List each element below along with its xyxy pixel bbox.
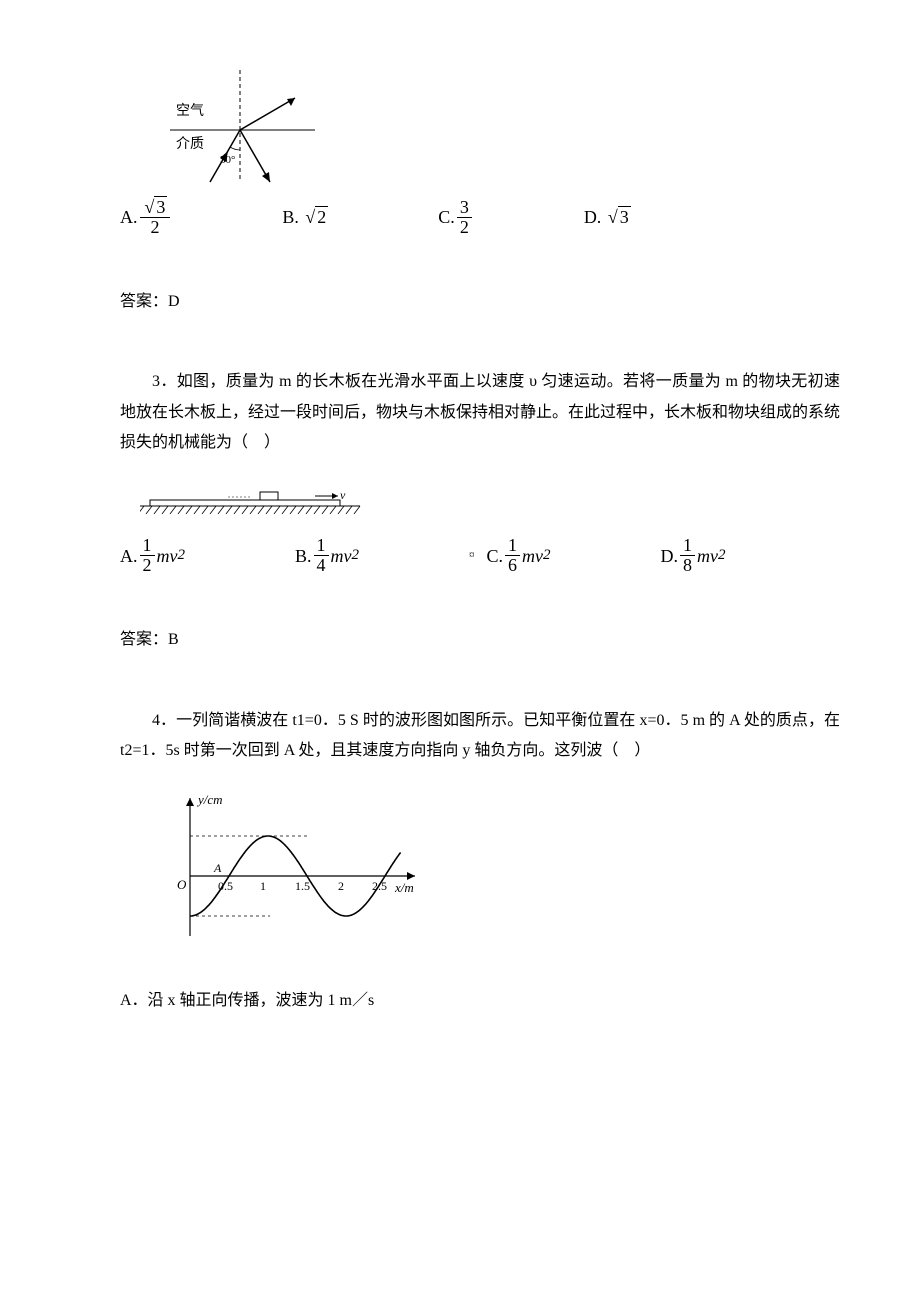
q3-answer: 答案：B xyxy=(120,625,840,655)
svg-text:y/cm: y/cm xyxy=(196,792,223,807)
q3-option-d: D. 18 mv2 xyxy=(661,536,726,575)
svg-text:1.5: 1.5 xyxy=(295,879,310,893)
svg-text:x/m: x/m xyxy=(394,880,414,895)
q4-wave-diagram: y/cm x/m O 0.5 1 1.5 2 2.5 A xyxy=(150,786,840,946)
medium-label: 介质 xyxy=(176,136,204,152)
q2-option-b: B. 2 xyxy=(282,200,328,234)
q4-option-a: A．沿 x 轴正向传播，波速为 1 m／s xyxy=(120,986,840,1016)
refraction-svg: 空气 介质 30° xyxy=(140,60,320,190)
plank-svg: v xyxy=(140,488,370,528)
svg-text:A: A xyxy=(213,861,222,875)
q3-option-c: ¤ C. 16 mv2 xyxy=(469,536,551,575)
angle-label: 30° xyxy=(220,154,235,166)
air-label: 空气 xyxy=(176,103,204,119)
svg-text:0.5: 0.5 xyxy=(218,879,233,893)
svg-text:1: 1 xyxy=(260,879,266,893)
wave-svg: y/cm x/m O 0.5 1 1.5 2 2.5 A xyxy=(150,786,430,946)
q3-block-diagram: v xyxy=(140,488,840,528)
q2-answer: 答案：D xyxy=(120,287,840,317)
q2-option-d: D. 3 xyxy=(584,200,631,234)
svg-text:v: v xyxy=(340,488,346,502)
q2-refraction-diagram: 空气 介质 30° xyxy=(140,60,840,190)
q3-option-b: B. 14 mv2 xyxy=(295,536,359,575)
q3-option-a: A. 12 mv2 xyxy=(120,536,185,575)
q2-option-a: A. 32 xyxy=(120,198,172,237)
svg-text:2.5: 2.5 xyxy=(372,879,387,893)
svg-text:2: 2 xyxy=(338,879,344,893)
svg-text:O: O xyxy=(177,877,187,892)
q4-text: 4．一列简谐横波在 t1=0．5 S 时的波形图如图所示。已知平衡位置在 x=0… xyxy=(120,706,840,767)
q2-options: A. 32 B. 2 C. 32 D. 3 xyxy=(120,198,840,237)
q3-text: 3．如图，质量为 m 的长木板在光滑水平面上以速度 υ 匀速运动。若将一质量为 … xyxy=(120,367,840,458)
q3-options: A. 12 mv2 B. 14 mv2 ¤ C. 16 mv2 D. 18 mv… xyxy=(120,536,840,575)
q2-option-c: C. 32 xyxy=(438,198,474,237)
